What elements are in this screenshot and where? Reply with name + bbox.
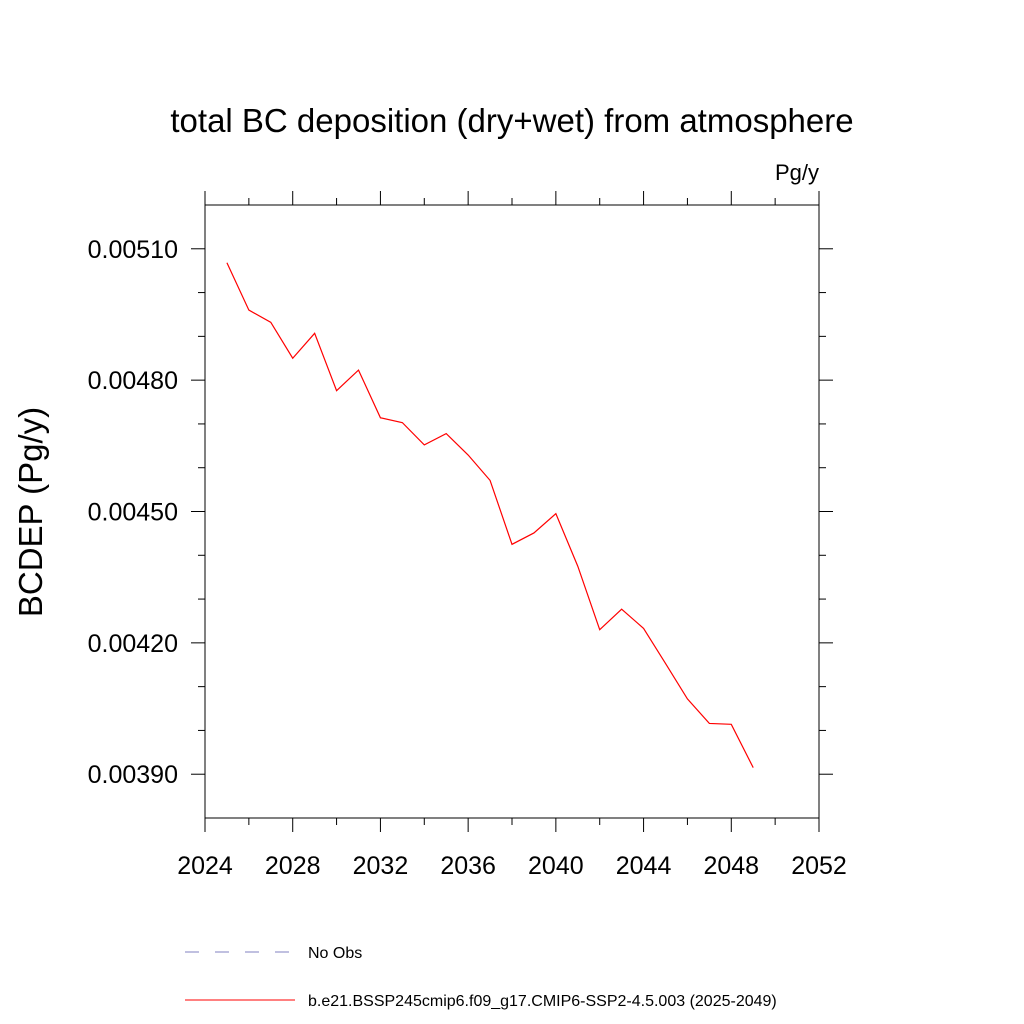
x-tick-label: 2036 — [440, 852, 496, 880]
plot-frame — [204, 204, 820, 819]
y-tick-label: 0.00480 — [88, 367, 178, 395]
x-tick-label: 2032 — [353, 852, 409, 880]
y-tick-label: 0.00450 — [88, 499, 178, 527]
x-tick-label: 2044 — [616, 852, 672, 880]
y-axis-label: BCDEP (Pg/y) — [12, 407, 49, 617]
y-tick-label: 0.00420 — [88, 630, 178, 658]
legend-label: b.e21.BSSP245cmip6.f09_g17.CMIP6-SSP2-4.… — [308, 993, 777, 1010]
units-label: Pg/y — [775, 160, 819, 185]
series-line — [226, 262, 754, 768]
x-axis: 2024 2028 2032 2036 2040 2044 2048 2052 — [177, 191, 847, 880]
plot-lines — [226, 262, 754, 768]
y-tick-label: 0.00390 — [88, 761, 178, 789]
x-tick-label: 2028 — [265, 852, 321, 880]
x-tick-label: 2048 — [703, 852, 759, 880]
chart-title: total BC deposition (dry+wet) from atmos… — [170, 102, 853, 139]
x-tick-label: 2024 — [177, 852, 233, 880]
x-tick-label: 2040 — [528, 852, 584, 880]
legend: No Obs b.e21.BSSP245cmip6.f09_g17.CMIP6-S… — [185, 945, 777, 1010]
y-tick-label: 0.00510 — [88, 236, 178, 264]
y-axis: 0.00390 0.00420 0.00450 0.00480 0.00510 — [88, 236, 833, 789]
legend-label: No Obs — [308, 945, 362, 962]
x-tick-label: 2052 — [791, 852, 847, 880]
